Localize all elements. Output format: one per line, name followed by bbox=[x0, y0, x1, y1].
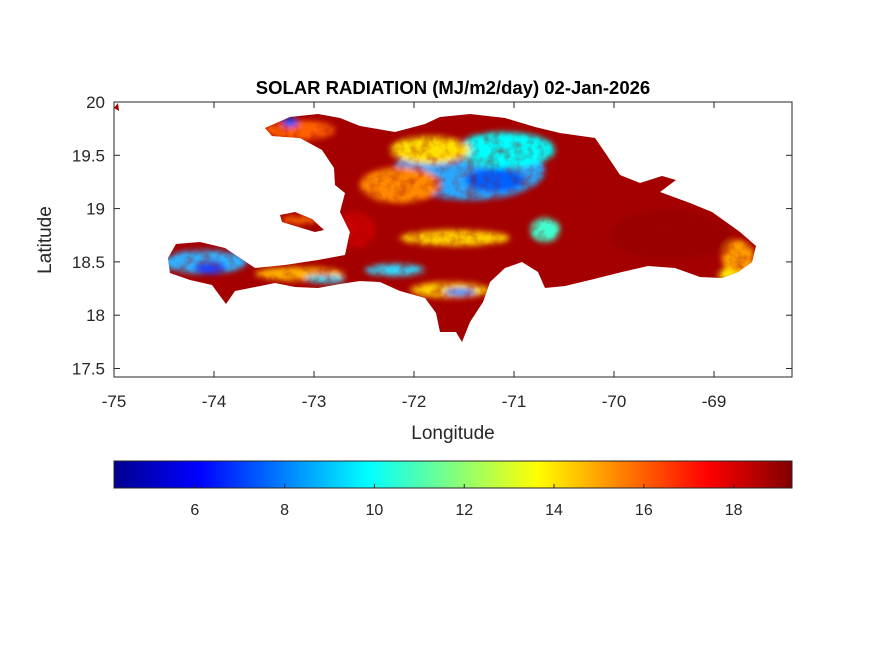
colorbar-tick-label: 16 bbox=[635, 502, 653, 519]
colorbar-tick-label: 18 bbox=[725, 502, 743, 519]
y-tick-label: 18.5 bbox=[72, 253, 105, 272]
colorbar-tick-label: 6 bbox=[190, 502, 199, 519]
y-tick-label: 19.5 bbox=[72, 146, 105, 165]
colorbar-tick-label: 14 bbox=[545, 502, 563, 519]
y-tick-label: 20 bbox=[86, 93, 105, 112]
y-tick-label: 18 bbox=[86, 306, 105, 325]
colorbar-tick-label: 12 bbox=[455, 502, 473, 519]
colorbar-axis: 6 8 10 12 14 16 18 bbox=[190, 484, 743, 519]
x-tick-label: -69 bbox=[702, 392, 727, 411]
x-tick-label: -70 bbox=[602, 392, 627, 411]
x-axis-label: Longitude bbox=[411, 423, 494, 444]
x-axis: -75 -74 -73 -72 -71 -70 -69 bbox=[102, 102, 727, 411]
x-tick-label: -75 bbox=[102, 392, 127, 411]
chart-title: SOLAR RADIATION (MJ/m2/day) 02-Jan-2026 bbox=[256, 77, 650, 98]
y-axis-label: Latitude bbox=[35, 206, 56, 274]
colorbar bbox=[113, 460, 793, 489]
y-axis: 17.5 18 18.5 19 19.5 20 bbox=[72, 93, 792, 378]
y-tick-label: 17.5 bbox=[72, 359, 105, 378]
x-tick-label: -74 bbox=[202, 392, 227, 411]
colorbar-tick-label: 8 bbox=[280, 502, 289, 519]
x-tick-label: -73 bbox=[302, 392, 327, 411]
x-tick-label: -71 bbox=[502, 392, 527, 411]
y-tick-label: 19 bbox=[86, 200, 105, 219]
colorbar-tick-label: 10 bbox=[366, 502, 384, 519]
x-tick-label: -72 bbox=[402, 392, 427, 411]
axes-frame bbox=[113, 101, 793, 378]
